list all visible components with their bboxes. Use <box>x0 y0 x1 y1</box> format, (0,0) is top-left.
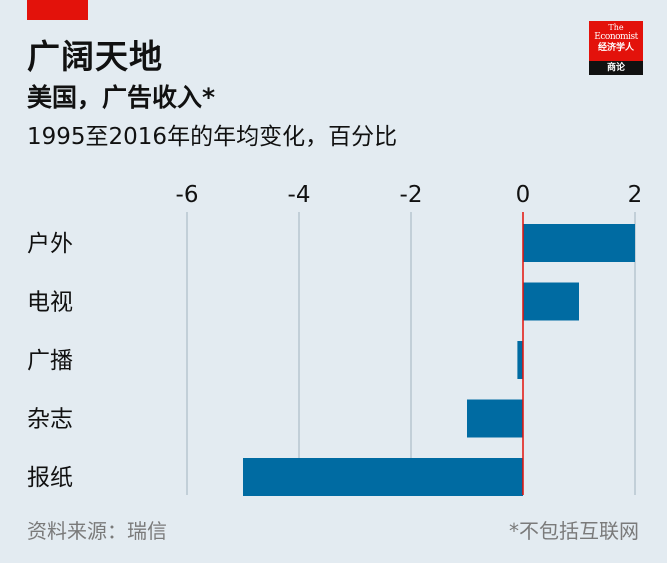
logo-black-band: 商论 <box>589 61 643 75</box>
x-tick-label: -4 <box>288 182 311 208</box>
logo-economist: Economist <box>594 32 638 42</box>
bar <box>523 224 635 262</box>
logo-the: The <box>608 23 624 32</box>
logo-red-block: The Economist 经济学人 <box>589 21 643 61</box>
source-note: 资料来源：瑞信 <box>27 519 167 543</box>
footnote: *不包括互联网 <box>509 519 639 543</box>
x-tick-label: 0 <box>516 182 531 208</box>
chart-description: 1995至2016年的年均变化，百分比 <box>27 124 398 150</box>
bar <box>243 458 523 496</box>
logo-chinese-name: 经济学人 <box>597 43 634 53</box>
bar <box>523 282 579 321</box>
chart-title: 广阔天地 <box>27 37 163 76</box>
x-tick-label: -2 <box>400 182 423 208</box>
economist-logo: The Economist 经济学人 商论 <box>589 21 643 75</box>
category-label: 电视 <box>27 290 73 316</box>
category-label: 广播 <box>27 348 73 374</box>
bar <box>467 399 523 438</box>
bar <box>517 341 523 379</box>
category-label: 报纸 <box>27 465 73 491</box>
brand-red-tab <box>27 0 88 20</box>
category-label: 户外 <box>27 231 73 257</box>
chart-subtitle: 美国，广告收入* <box>27 83 216 112</box>
x-tick-label: 2 <box>628 182 643 208</box>
x-tick-label: -6 <box>176 182 199 208</box>
category-label: 杂志 <box>27 407 73 433</box>
